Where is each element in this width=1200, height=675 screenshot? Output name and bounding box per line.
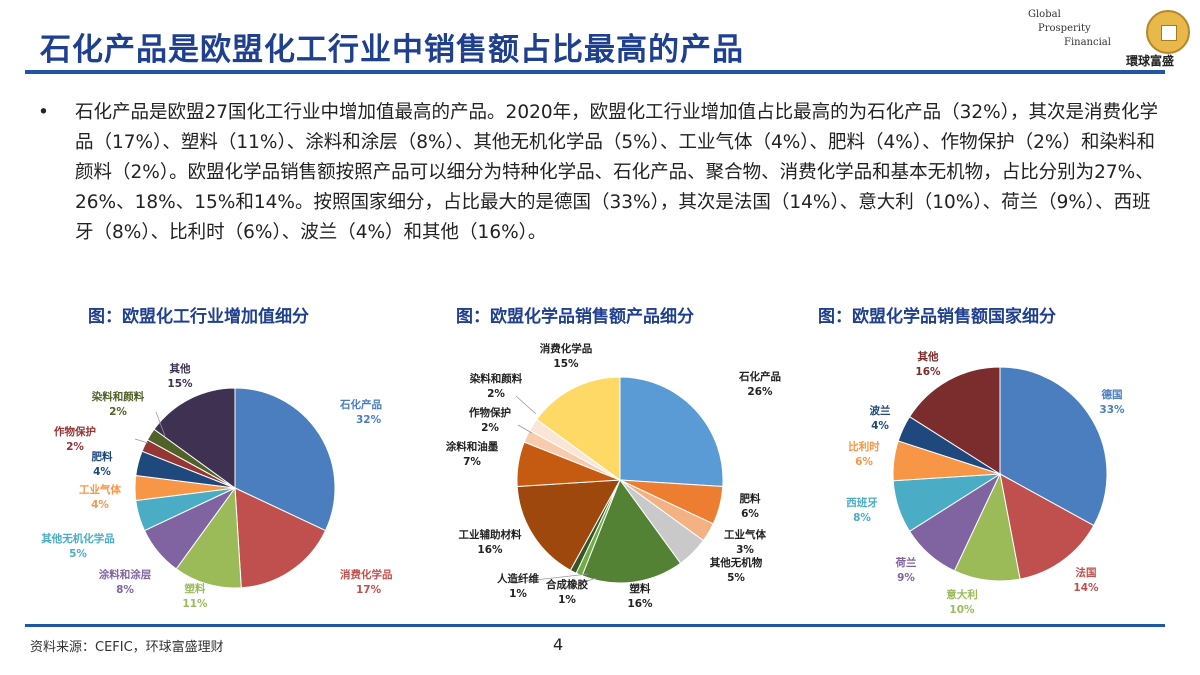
summary-text: 石化产品是欧盟27国化工行业中增加值最高的产品。2020年，欧盟化工行业增加值占…: [75, 102, 1158, 243]
sp-category-label-6: 人造纤维: [497, 572, 539, 585]
page-number: 4: [553, 635, 564, 654]
va-value-label-9: 15%: [167, 378, 193, 390]
sp-category-label-5: 合成橡胶: [545, 578, 588, 591]
sp-leader-line-10: [515, 395, 537, 415]
va-category-label-1: 消费化学品: [340, 568, 393, 581]
sc-category-label-6: 波兰: [870, 404, 891, 417]
va-category-label-0: 石化产品: [339, 398, 382, 411]
logo-line-financial: Financial: [1064, 37, 1111, 48]
va-category-label-8: 染料和颜料: [91, 390, 145, 403]
sp-slice-0: [619, 376, 724, 487]
logo-chinese-name: 環球富盛: [1126, 54, 1175, 68]
sp-category-label-1: 肥料: [740, 492, 761, 505]
sp-category-label-7: 工业辅助材料: [459, 528, 522, 541]
sales-by-product-pie-chart: 石化产品 26% 肥料 6% 工业气体 3%其他无机物 5% 塑料 16% 合成橡胶 1% 人造纤维 1…: [446, 342, 781, 610]
sp-category-label-8: 涂料和油墨: [446, 440, 499, 453]
sp-category-label-9: 作物保护: [469, 406, 511, 419]
sp-value-label-5: 1%: [558, 594, 576, 606]
sc-value-label-2: 10%: [949, 604, 975, 616]
sp-value-label-11: 15%: [553, 358, 579, 370]
sp-value-label-9: 2%: [481, 422, 499, 434]
value-added-pie-chart: 石化产品 32% 消费化学品 17% 塑料 11% 涂料和涂层 8% 其他无机化学品 5% 工业气体…: [41, 362, 393, 610]
sc-value-label-3: 9%: [897, 572, 915, 584]
va-category-label-6: 肥料: [92, 450, 113, 463]
sc-value-label-1: 14%: [1073, 582, 1099, 594]
va-category-label-5: 工业气体: [79, 483, 121, 496]
sc-value-label-5: 6%: [855, 456, 873, 468]
va-value-label-6: 4%: [93, 466, 111, 478]
sc-slice-1: [999, 473, 1095, 580]
sp-value-label-0: 26%: [747, 386, 773, 398]
source-note: 资料来源：CEFIC，环球富盛理财: [30, 640, 224, 655]
sp-value-label-1: 6%: [741, 508, 759, 520]
sp-value-label-3: 5%: [727, 572, 745, 584]
va-value-label-7: 2%: [66, 441, 84, 453]
sp-category-label-2: 工业气体: [724, 528, 766, 541]
va-slice-9: [153, 387, 236, 489]
sp-value-label-4: 16%: [627, 598, 653, 610]
sp-value-label-7: 16%: [477, 544, 503, 556]
sp-leader-line-5: [566, 577, 597, 589]
va-slice-2: [175, 486, 242, 589]
sp-category-label-10: 染料和颜料: [469, 372, 523, 385]
coin-icon: [1146, 10, 1190, 54]
va-category-label-7: 作物保护: [54, 425, 96, 438]
chart1-title: 图：欧盟化工行业增加值细分: [88, 307, 309, 327]
va-slice-1: [234, 487, 327, 589]
sc-value-label-0: 33%: [1099, 404, 1125, 416]
sp-value-label-6: 1%: [509, 588, 527, 600]
va-value-label-2: 11%: [182, 598, 208, 610]
va-slice-0: [234, 387, 336, 532]
sc-category-label-2: 意大利: [946, 588, 978, 601]
va-value-label-3: 8%: [116, 584, 134, 596]
va-category-label-2: 塑料: [185, 582, 206, 595]
title-divider: [25, 70, 1165, 74]
sc-category-label-7: 其他: [918, 350, 939, 363]
va-leader-line-7: [134, 438, 149, 444]
logo-english-name: Global Prosperity Financial: [1028, 8, 1136, 50]
sc-category-label-4: 西班牙: [846, 496, 878, 509]
sp-leader-line-6: [517, 573, 589, 583]
sp-leader-line-9: [517, 424, 533, 434]
va-value-label-8: 2%: [109, 406, 127, 418]
sp-category-label-0: 石化产品: [738, 370, 781, 383]
va-category-label-3: 涂料和涂层: [99, 568, 152, 581]
va-category-label-4: 其他无机化学品: [41, 532, 115, 545]
sc-value-label-7: 16%: [915, 366, 941, 378]
sc-slice-0: [999, 366, 1108, 527]
logo-line-global: Global: [1028, 9, 1061, 20]
va-category-label-9: 其他: [170, 362, 191, 375]
va-value-label-0: 32%: [356, 414, 382, 426]
sp-value-label-2: 3%: [736, 544, 754, 556]
logo-line-prosperity: Prosperity: [1038, 23, 1091, 34]
footer-divider: [25, 624, 1165, 627]
sc-value-label-6: 4%: [871, 420, 889, 432]
sp-category-label-4: 塑料: [630, 582, 651, 595]
sp-slice-11: [535, 376, 621, 481]
sc-slice-7: [908, 366, 1001, 475]
va-value-label-4: 5%: [69, 548, 87, 560]
sp-value-label-10: 2%: [487, 388, 505, 400]
sc-value-label-4: 8%: [853, 512, 871, 524]
sp-slice-4: [581, 478, 682, 584]
company-logo: Global Prosperity Financial 環球富盛: [1028, 8, 1196, 68]
chart2-title: 图：欧盟化学品销售额产品细分: [456, 307, 694, 327]
va-value-label-5: 4%: [91, 499, 109, 511]
summary-paragraph: • 石化产品是欧盟27国化工行业中增加值最高的产品。2020年，欧盟化工行业增加…: [38, 98, 1166, 248]
sp-category-label-3: 其他无机物: [710, 556, 763, 569]
chart3-title: 图：欧盟化学品销售额国家细分: [818, 307, 1056, 327]
va-leader-line-8: [155, 411, 166, 437]
sales-by-country-pie-chart: 德国 33% 法国 14% 意大利 10% 荷兰 9% 西班牙 8% 比利时 6% 波兰 4% 其他 16%: [846, 350, 1125, 616]
va-value-label-1: 17%: [356, 584, 382, 596]
sp-category-label-11: 消费化学品: [540, 342, 593, 355]
sp-value-label-8: 7%: [463, 456, 481, 468]
page-title: 石化产品是欧盟化工行业中销售额占比最高的产品: [40, 32, 744, 68]
sc-category-label-5: 比利时: [848, 440, 880, 453]
sc-category-label-0: 德国: [1101, 388, 1123, 401]
bullet-icon: •: [38, 102, 49, 123]
sp-slice-7: [516, 479, 621, 571]
sc-category-label-1: 法国: [1076, 566, 1097, 579]
sc-category-label-3: 荷兰: [895, 556, 917, 569]
